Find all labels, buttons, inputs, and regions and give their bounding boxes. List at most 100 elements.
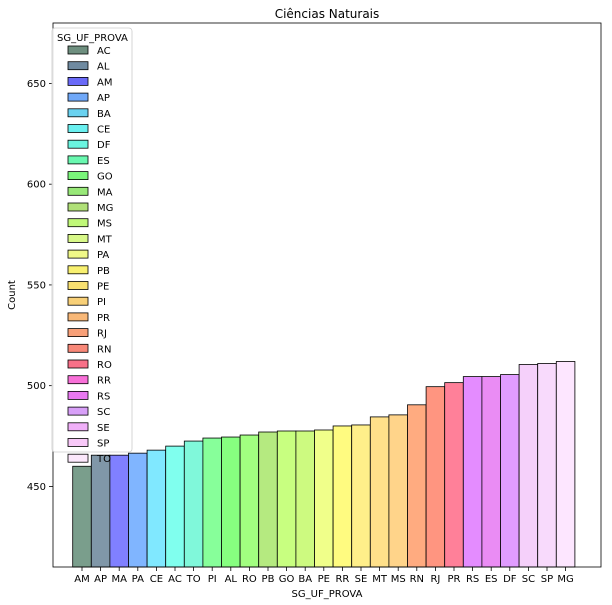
legend-entry-label: RJ xyxy=(97,329,107,340)
x-tick-label: PA xyxy=(132,574,144,585)
x-tick-label: MS xyxy=(391,574,406,585)
x-tick-label: AL xyxy=(225,574,238,585)
legend-entry-label: PE xyxy=(97,282,109,293)
legend-swatch xyxy=(67,108,89,118)
bar-df xyxy=(500,374,520,568)
bar-rr xyxy=(332,425,353,568)
x-axis: AM AP MA PA CE AC TO PI AL RO PB GO BA PE RR SE MT MS RN RJ… xyxy=(74,567,574,585)
x-tick-label: PE xyxy=(318,574,330,585)
legend-swatch xyxy=(67,61,89,71)
x-tick-label: RO xyxy=(242,574,257,585)
legend-swatch xyxy=(67,328,89,338)
bar-ap xyxy=(90,454,111,568)
legend: SG_UF_PROVA AC AL AM AP BA CE DF ES GO MA MG MS MT PA… xyxy=(51,27,133,465)
legend-swatch xyxy=(67,218,89,228)
legend-entry-label: PR xyxy=(97,313,110,324)
legend-entry-label: MA xyxy=(97,187,113,198)
x-tick-label: AM xyxy=(74,574,89,585)
legend-swatch xyxy=(67,296,89,306)
x-tick-label: BA xyxy=(298,574,312,585)
bar-go xyxy=(276,430,297,568)
legend-swatch xyxy=(67,343,89,353)
bar-sp xyxy=(537,363,557,568)
legend-swatch xyxy=(67,77,89,86)
y-tick-label: 550 xyxy=(27,280,46,291)
legend-swatch xyxy=(67,375,89,385)
bar-pi xyxy=(202,437,222,568)
legend-swatch xyxy=(67,171,89,181)
bars-group xyxy=(72,361,576,568)
legend-swatch xyxy=(67,453,89,463)
legend-entries: AC AL AM AP BA CE DF ES GO MA MG MS MT PA PB PE PI PR RJ RN… xyxy=(67,45,113,465)
x-tick-label: MT xyxy=(372,574,388,585)
x-tick-label: RS xyxy=(466,574,479,585)
legend-entry-label: RR xyxy=(97,376,111,387)
bar-to xyxy=(183,440,204,568)
y-tick-label: 650 xyxy=(27,79,46,90)
legend-entry-label: PA xyxy=(97,250,109,261)
legend-entry-label: RS xyxy=(97,391,110,402)
y-tick-label: 600 xyxy=(27,180,46,191)
bar-rs xyxy=(462,376,483,568)
legend-entry-label: BA xyxy=(97,109,111,120)
legend-swatch xyxy=(67,249,89,259)
x-tick-label: TO xyxy=(186,574,201,585)
legend-entry-label: MS xyxy=(97,219,112,230)
legend-swatch xyxy=(67,202,89,212)
legend-entry-label: PB xyxy=(97,266,110,277)
bar-ac xyxy=(165,445,185,568)
bar-rn xyxy=(407,404,427,568)
legend-frame xyxy=(51,27,133,453)
bar-mt xyxy=(369,416,390,568)
legend-swatch xyxy=(67,139,89,149)
legend-entry-label: RO xyxy=(97,360,112,371)
x-tick-label: MA xyxy=(111,574,127,585)
bar-rj xyxy=(425,386,446,568)
x-tick-label: MG xyxy=(557,574,573,585)
x-tick-label: PI xyxy=(208,574,217,585)
x-tick-label: PB xyxy=(262,574,275,585)
bar-pb xyxy=(258,431,278,568)
x-tick-label: SC xyxy=(522,574,535,585)
legend-entry-label: SC xyxy=(97,407,110,418)
bar-al xyxy=(221,436,241,568)
bar-mg xyxy=(555,361,576,568)
x-tick-label: CE xyxy=(150,574,163,585)
bar-ce xyxy=(146,449,167,568)
legend-entry-label: ES xyxy=(97,156,110,167)
chart-title: Ciências Naturais xyxy=(275,7,380,21)
legend-swatch xyxy=(67,390,89,400)
bar-pa xyxy=(128,452,148,568)
x-tick-label: PR xyxy=(448,574,461,585)
legend-entry-label: CE xyxy=(97,125,110,136)
legend-swatch xyxy=(67,186,89,196)
legend-swatch xyxy=(67,92,89,102)
legend-swatch xyxy=(67,45,89,55)
bar-es xyxy=(481,376,501,568)
x-tick-label: AP xyxy=(94,574,107,585)
legend-swatch xyxy=(67,281,89,290)
legend-entry-label: MG xyxy=(97,203,113,214)
bar-pr xyxy=(444,382,464,568)
legend-swatch xyxy=(67,312,89,322)
x-tick-label: RR xyxy=(335,574,349,585)
legend-title: SG_UF_PROVA xyxy=(57,33,128,44)
x-tick-label: SE xyxy=(355,574,368,585)
bar-pe xyxy=(314,429,334,568)
bar-ba xyxy=(295,430,315,568)
legend-swatch xyxy=(67,406,89,416)
legend-entry-label: PI xyxy=(97,297,106,308)
x-tick-label: DF xyxy=(503,574,517,585)
legend-entry-label: MT xyxy=(97,234,113,245)
legend-swatch xyxy=(67,124,89,133)
y-tick-label: 500 xyxy=(27,381,46,392)
x-tick-label: RN xyxy=(410,574,424,585)
x-tick-label: RJ xyxy=(430,574,440,585)
legend-swatch xyxy=(67,265,89,275)
legend-entry-label: DF xyxy=(97,140,111,151)
legend-entry-label: AM xyxy=(97,77,112,88)
x-tick-label: SP xyxy=(541,574,553,585)
x-tick-label: ES xyxy=(485,574,498,585)
x-tick-label: AC xyxy=(168,574,182,585)
